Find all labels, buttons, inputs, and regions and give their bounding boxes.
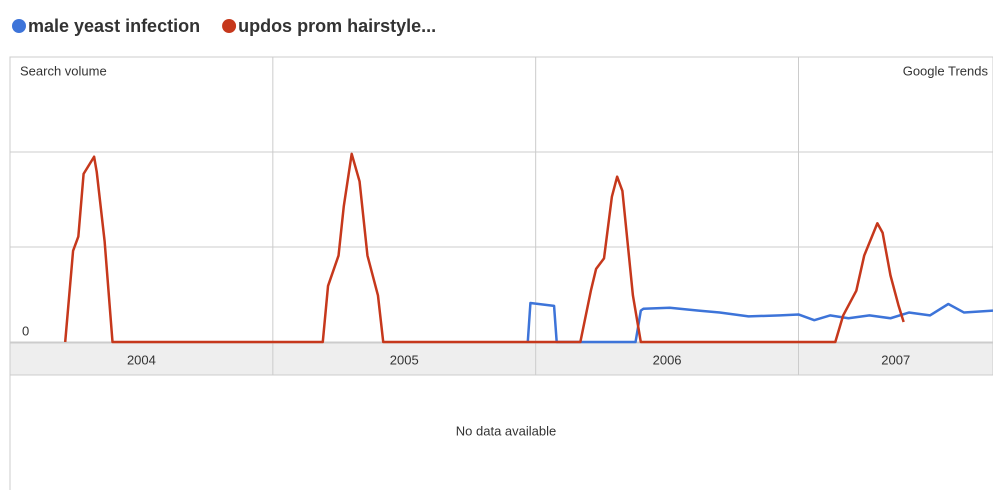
plot-frame [9, 56, 993, 376]
series-line [526, 301, 993, 344]
brand: Google Trends [903, 63, 989, 78]
legend-dot [222, 19, 237, 33]
legend-dot [12, 19, 26, 33]
legend-label: updos prom hairstyle... [238, 16, 436, 36]
x-tick-label: 2006 [653, 352, 682, 367]
corner-label: Search volume [20, 63, 107, 78]
axis-band [9, 342, 993, 376]
series-line [63, 152, 905, 344]
note: No data available [456, 423, 556, 438]
x-tick-label: 2004 [127, 352, 156, 367]
legend-label: male yeast infection [28, 16, 200, 36]
x-tick-label: 2007 [881, 352, 910, 367]
x-tick-label: 2005 [390, 352, 419, 367]
y-tick-label: 0 [22, 323, 29, 338]
